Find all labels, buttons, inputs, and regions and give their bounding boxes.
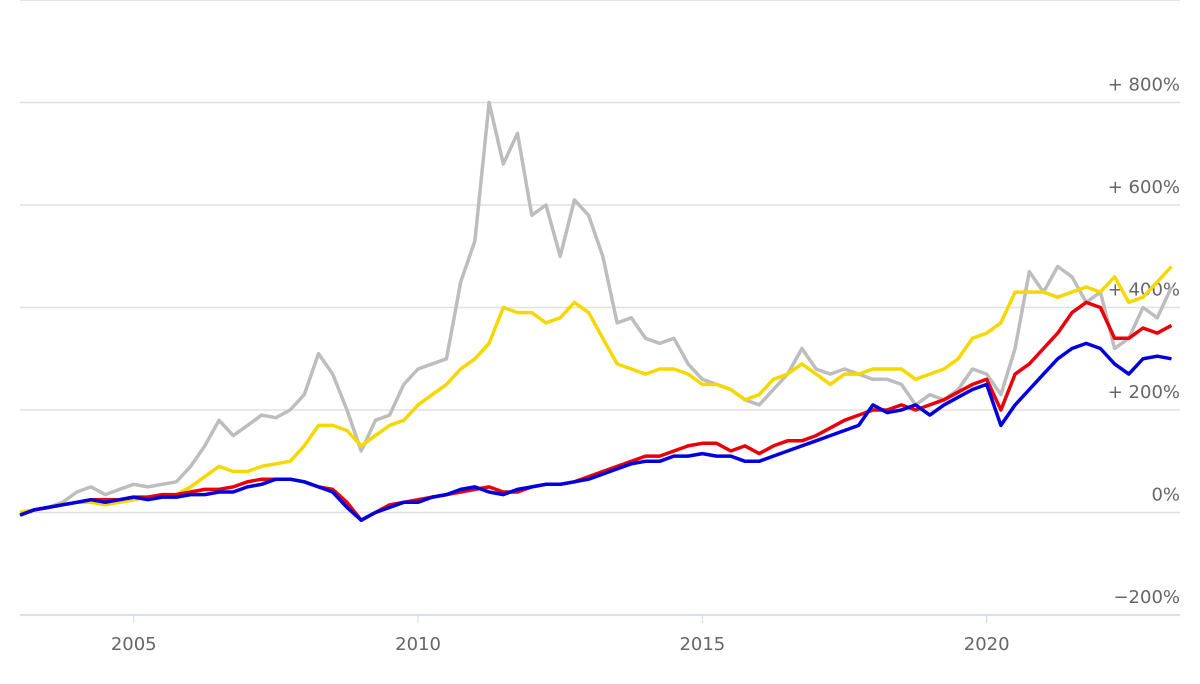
x-tick-label: 2010 <box>395 634 441 655</box>
y-tick-label: −200% <box>1113 587 1180 608</box>
y-tick-label: + 800% <box>1108 75 1180 96</box>
x-tick-label: 2005 <box>111 634 157 655</box>
x-tick-label: 2015 <box>679 634 725 655</box>
series-line <box>19 265 1173 515</box>
series-line <box>19 100 1174 515</box>
series-line <box>19 300 1173 522</box>
y-tick-label: + 200% <box>1108 382 1180 403</box>
y-tick-label: + 600% <box>1108 177 1180 198</box>
series-line <box>19 341 1172 522</box>
x-tick-label: 2020 <box>964 634 1010 655</box>
y-tick-label: 0% <box>1151 485 1180 506</box>
